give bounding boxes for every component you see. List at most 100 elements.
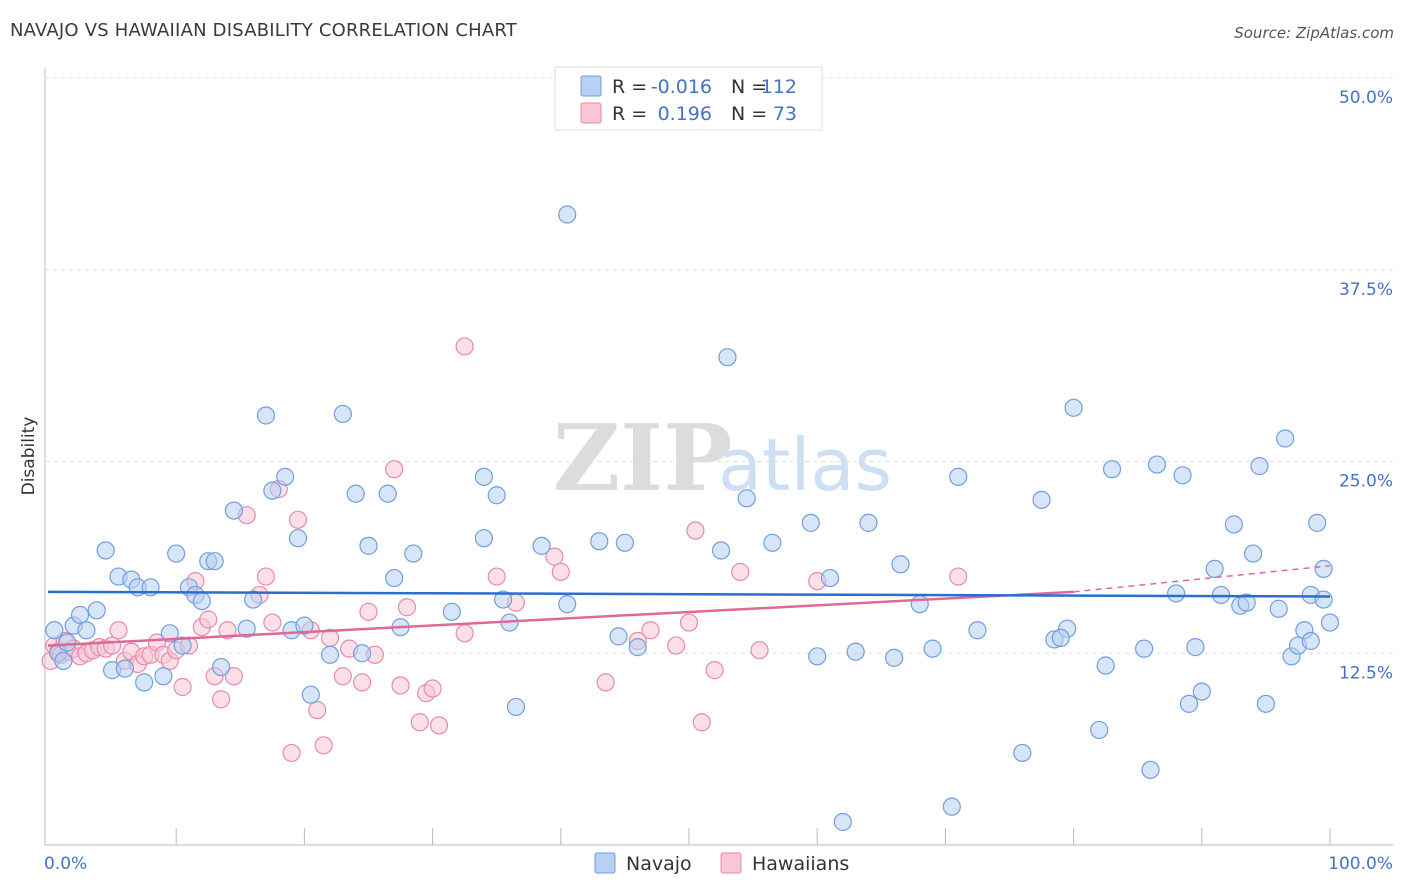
hawaiians-point xyxy=(641,621,660,640)
hawaiians-point xyxy=(173,677,192,697)
navajo-point xyxy=(173,636,192,655)
hawaiians-point xyxy=(949,567,968,586)
legend-bottom-navajo-label: Navajo xyxy=(626,853,692,875)
navajo-point xyxy=(923,639,942,658)
navajo-point xyxy=(474,529,493,548)
navajo-point xyxy=(474,467,493,486)
hawaiians-point xyxy=(596,673,615,692)
hawaiians-point xyxy=(667,636,686,655)
navajo-point xyxy=(532,536,551,555)
navajo-point xyxy=(288,529,308,548)
navajo-point xyxy=(1167,584,1186,603)
navajo-point xyxy=(154,667,173,686)
legend-bottom-navajo-swatch xyxy=(594,852,616,874)
navajo-point xyxy=(1141,760,1160,779)
navajo-point xyxy=(590,532,609,551)
navajo-point xyxy=(256,406,276,425)
hawaiians-point xyxy=(288,510,308,529)
navajo-point xyxy=(1250,457,1269,476)
navajo-point xyxy=(558,205,577,224)
navajo-point xyxy=(1243,544,1263,563)
navajo-point xyxy=(506,697,526,717)
navajo-point xyxy=(404,544,423,563)
navajo-point xyxy=(1147,455,1167,474)
hawaiians-point xyxy=(352,673,372,692)
hawaiians-point xyxy=(679,613,699,632)
hawaiians-point xyxy=(199,610,218,629)
y-axis-tick-labels: 12.5% 25.0% 37.5% 50.0% xyxy=(1339,88,1393,683)
hawaiians-point xyxy=(256,567,276,586)
navajo-point xyxy=(333,404,352,424)
x-tick-label-max: 100.0% xyxy=(1328,854,1393,874)
navajo-point xyxy=(211,657,231,677)
legend-top: R = -0.016 N = 112 R = 0.196 N = 73 xyxy=(554,66,823,131)
legend-navajo-swatch xyxy=(580,75,602,97)
legend-hawaiians-r-value: 0.196 xyxy=(658,103,712,125)
watermark-zip: ZIP xyxy=(553,404,732,512)
navajo-point xyxy=(737,489,756,508)
hawaiians-point xyxy=(109,621,128,640)
navajo-point xyxy=(442,602,461,621)
hawaiians-point xyxy=(391,676,410,695)
legend-hawaiians-n-value: 73 xyxy=(773,103,797,125)
y-tick-label: 37.5% xyxy=(1339,280,1393,300)
hawaiians-point xyxy=(282,743,301,763)
navajo-point xyxy=(320,645,340,664)
navajo-point xyxy=(54,651,73,671)
navajo-point xyxy=(494,590,513,609)
navajo-point xyxy=(1102,460,1122,479)
legend-bottom-hawaiians-label: Hawaiians xyxy=(752,853,849,875)
navajo-point xyxy=(1096,656,1115,675)
legend-hawaiians-swatch xyxy=(580,102,602,124)
navajo-point xyxy=(891,555,910,574)
hawaiians-point xyxy=(359,602,378,621)
chart-source: Source: ZipAtlas.com xyxy=(1234,24,1394,42)
navajo-point xyxy=(808,647,827,666)
navajo-point xyxy=(346,484,365,503)
navajo-point xyxy=(70,605,90,625)
navajo-point xyxy=(820,568,840,588)
y-axis-title: Disability xyxy=(19,417,39,496)
hawaiians-point xyxy=(551,562,570,582)
hawaiians-point xyxy=(102,636,122,655)
navajo-point xyxy=(718,348,737,367)
legend-navajo-n-label: N = xyxy=(731,76,767,98)
legend-navajo-r-value: -0.016 xyxy=(651,76,712,98)
navajo-point xyxy=(1192,682,1211,701)
navajo-point xyxy=(378,484,397,503)
navajo-point xyxy=(224,501,243,520)
hawaiians-point xyxy=(731,562,750,582)
navajo-point xyxy=(244,590,263,609)
hawaiians-point xyxy=(455,337,474,356)
navajo-point xyxy=(942,797,961,816)
navajo-point xyxy=(615,533,635,552)
y-tick-label: 50.0% xyxy=(1339,88,1393,108)
legend-hawaiians-n-label: N = xyxy=(731,103,767,125)
navajo-point xyxy=(1186,638,1205,657)
navajo-point xyxy=(1256,694,1276,713)
y-tick-label: 12.5% xyxy=(1339,663,1393,683)
hawaiians-point xyxy=(263,613,282,632)
navajo-point xyxy=(77,621,96,640)
navajo-point xyxy=(359,536,378,555)
navajo-point xyxy=(295,616,314,635)
navajo-point xyxy=(45,621,64,640)
navajo-point xyxy=(846,642,865,661)
chart-title: NAVAJO VS HAWAIIAN DISABILITY CORRELATIO… xyxy=(10,20,517,41)
navajo-point xyxy=(885,648,904,667)
navajo-point xyxy=(1205,559,1224,578)
hawaiians-point xyxy=(224,667,243,686)
navajo-point xyxy=(115,659,135,678)
hawaiians-point xyxy=(211,690,231,709)
navajo-point xyxy=(135,673,154,692)
navajo-point xyxy=(58,633,77,652)
navajo-point xyxy=(160,624,179,643)
navajo-point xyxy=(1276,429,1295,448)
hawaiians-point xyxy=(333,667,352,686)
hawaiians-point xyxy=(314,736,333,755)
hawaiians-point xyxy=(545,547,564,566)
navajo-point xyxy=(1173,466,1192,485)
navajo-point xyxy=(167,544,186,563)
navajo-point xyxy=(1308,513,1327,532)
navajo-point xyxy=(1314,590,1333,609)
